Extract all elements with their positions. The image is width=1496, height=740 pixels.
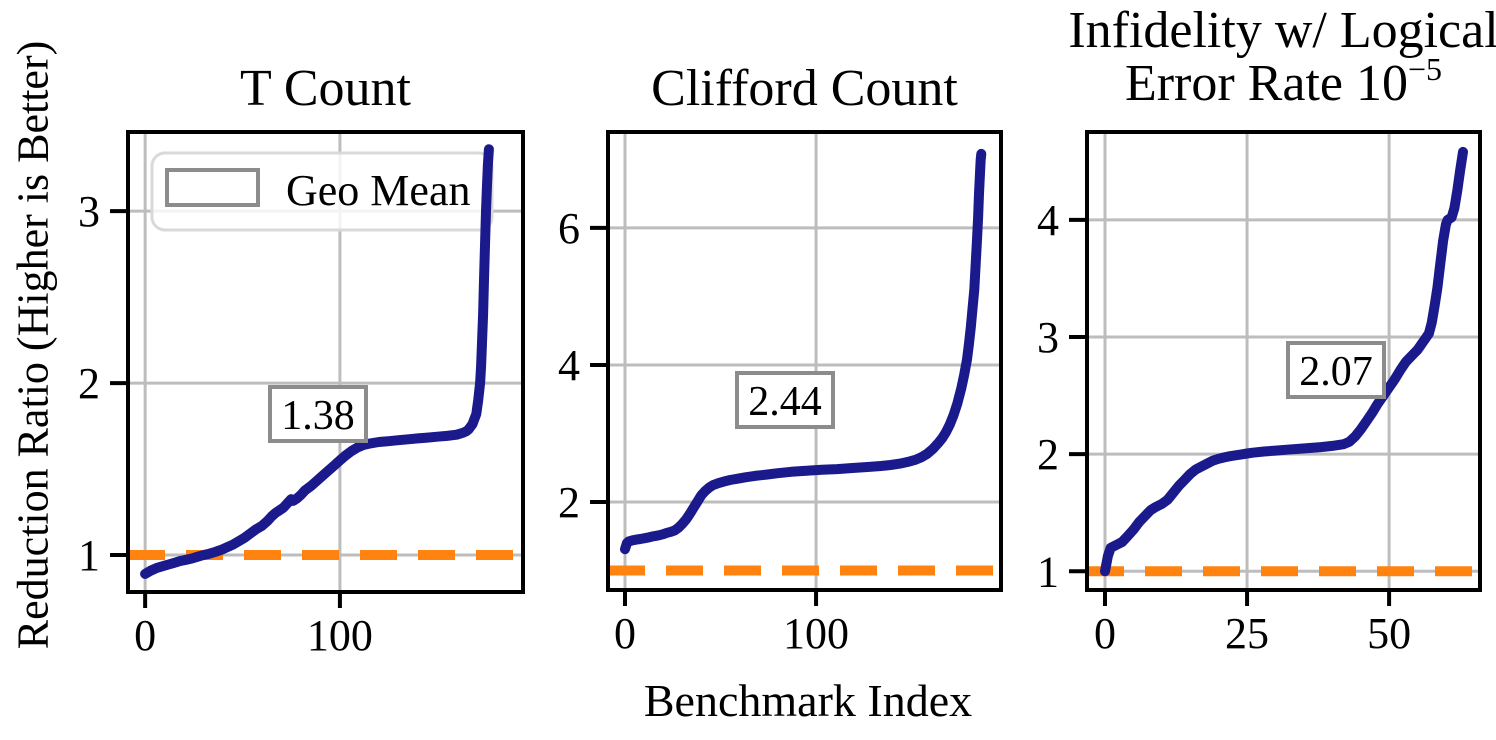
y-tick-label: 2 — [78, 359, 100, 408]
plot-infidelity: 0 25 50 1 2 3 4 2.07 — [1037, 130, 1482, 658]
y-tick-label: 1 — [78, 531, 100, 580]
x-tick-label: 0 — [614, 609, 636, 658]
geo-mean-annotation-box — [268, 385, 368, 443]
y-tick-label: 6 — [558, 204, 580, 253]
x-tick-label: 100 — [307, 611, 373, 660]
chart-title-infidelity: Infidelity w/ Logical Error Rate 10−5 — [1068, 2, 1496, 112]
y-tick-label: 3 — [1037, 313, 1059, 362]
y-tick-label: 4 — [558, 341, 580, 390]
geo-mean-annotation-box — [1286, 341, 1386, 399]
plot-border — [126, 130, 525, 594]
legend-label: Geo Mean — [286, 166, 471, 215]
x-tick-label: 25 — [1225, 609, 1269, 658]
plot-clifford-count: 0 100 2 4 6 2.44 — [558, 130, 1003, 658]
chart-title-clifford-count: Clifford Count — [651, 60, 958, 117]
y-axis-label: Reduction Ratio (Higher is Better) — [8, 40, 58, 650]
geo-mean-annotation-value: 1.38 — [281, 393, 355, 439]
plot-border — [606, 130, 1003, 592]
x-tick-label: 0 — [134, 611, 156, 660]
geo-mean-annotation-value: 2.07 — [1299, 349, 1373, 395]
x-axis-label: Benchmark Index — [643, 675, 973, 726]
y-tick-label: 1 — [1037, 547, 1059, 596]
chart-title-t-count: T Count — [240, 60, 411, 117]
series-line-infidelity — [1100, 146, 1468, 577]
x-tick-label: 0 — [1094, 609, 1116, 658]
y-tick-label: 2 — [558, 478, 580, 527]
geo-mean-annotation-box — [735, 371, 835, 429]
geo-mean-annotation-value: 2.44 — [748, 379, 822, 425]
plot-t-count: Geo Mean 0 100 1 2 3 1.38 — [78, 130, 525, 660]
y-tick-label: 4 — [1037, 196, 1059, 245]
series-line-t-count — [140, 144, 494, 579]
y-tick-label: 3 — [78, 187, 100, 236]
y-tick-label: 2 — [1037, 430, 1059, 479]
plot-border — [1085, 130, 1482, 592]
series-line-clifford-count — [620, 148, 987, 555]
x-tick-label: 100 — [783, 609, 849, 658]
x-tick-label: 50 — [1367, 609, 1411, 658]
legend-swatch-geo-mean — [165, 168, 260, 207]
